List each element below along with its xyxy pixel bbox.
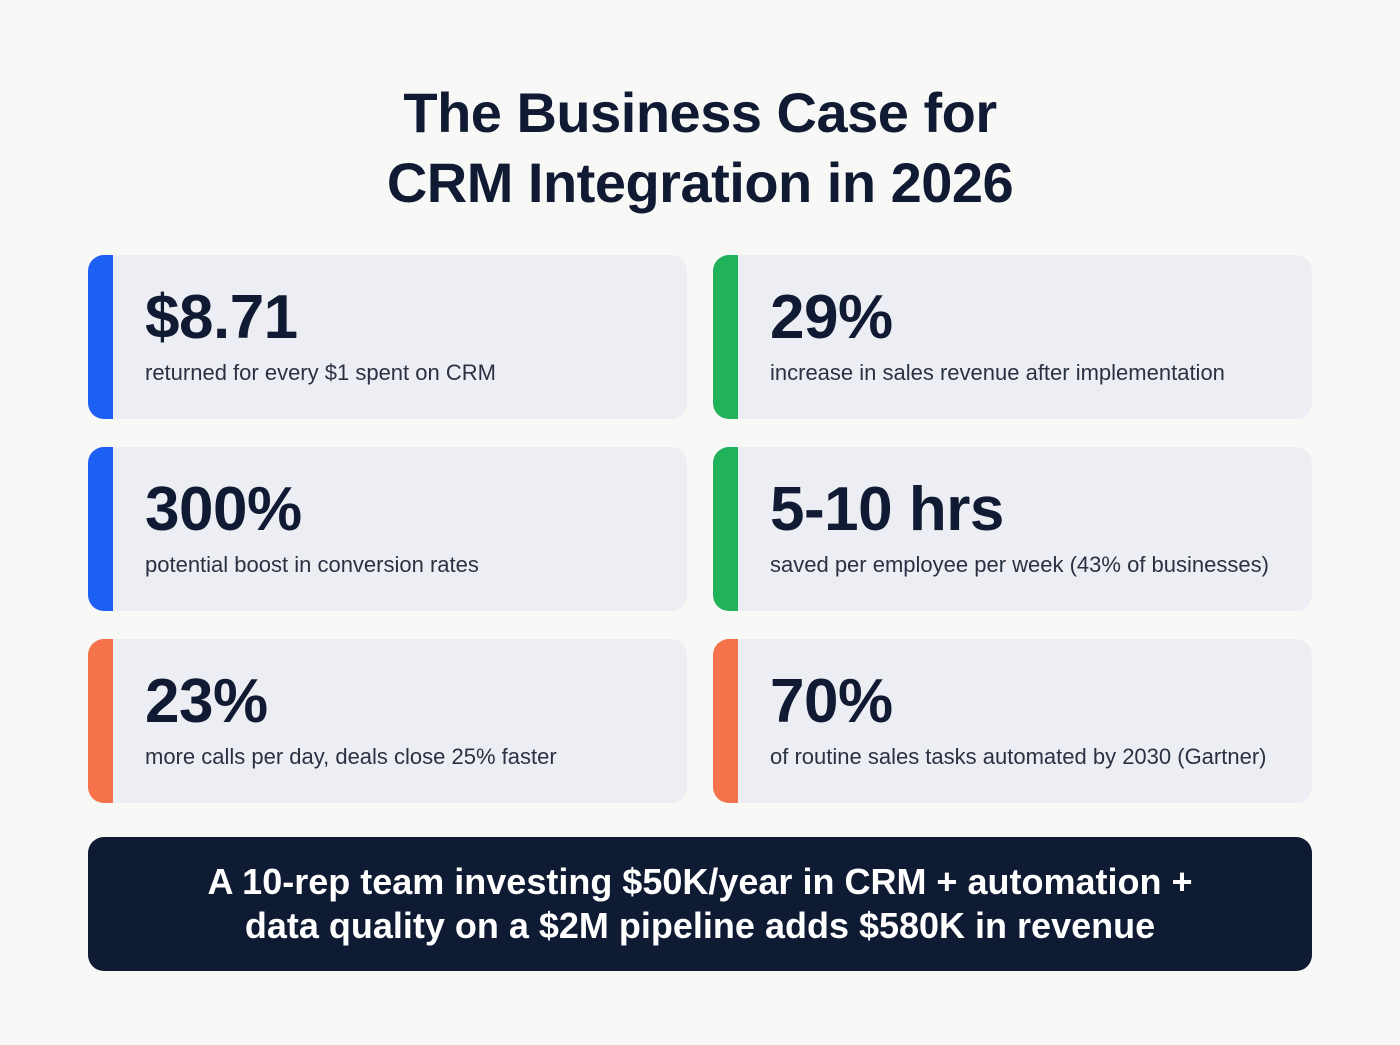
stat-card: 29% increase in sales revenue after imple… [713,255,1312,419]
stat-description: more calls per day, deals close 25% fast… [145,744,557,769]
stat-description: of routine sales tasks automated by 2030… [770,744,1267,769]
stat-description: saved per employee per week (43% of busi… [770,552,1269,577]
title: The Business Case for CRM Integration in … [0,78,1400,218]
accent-bar [713,255,738,419]
stat-card: 5-10 hrs saved per employee per week (43%… [713,447,1312,611]
accent-bar [88,447,113,611]
accent-bar [713,447,738,611]
accent-bar [88,255,113,419]
stat-value: 300% [145,475,302,544]
footer-line: data quality on a $2M pipeline adds $580… [244,905,1156,946]
title-line: CRM Integration in 2026 [386,151,1014,214]
stat-value: 29% [770,283,893,352]
footer-callout: A 10-rep team investing $50K/year in CRM… [88,837,1312,971]
accent-bar [713,639,738,803]
stat-value: $8.71 [145,283,298,352]
footer-line: A 10-rep team investing $50K/year in CRM… [207,861,1193,902]
stat-value: 70% [770,667,893,736]
stat-card: 300% potential boost in conversion rates [88,447,687,611]
stat-description: returned for every $1 spent on CRM [145,360,496,385]
accent-bar [88,639,113,803]
stat-card: 70% of routine sales tasks automated by 2… [713,639,1312,803]
stat-value: 5-10 hrs [770,475,1004,544]
stat-description: increase in sales revenue after implemen… [770,360,1225,385]
stat-card: 23% more calls per day, deals close 25% f… [88,639,687,803]
card-grid: $8.71 returned for every $1 spent on CRM 2… [88,255,1312,803]
stat-card: $8.71 returned for every $1 spent on CRM [88,255,687,419]
stat-value: 23% [145,667,268,736]
title-line: The Business Case for [403,81,997,144]
stat-description: potential boost in conversion rates [145,552,479,577]
